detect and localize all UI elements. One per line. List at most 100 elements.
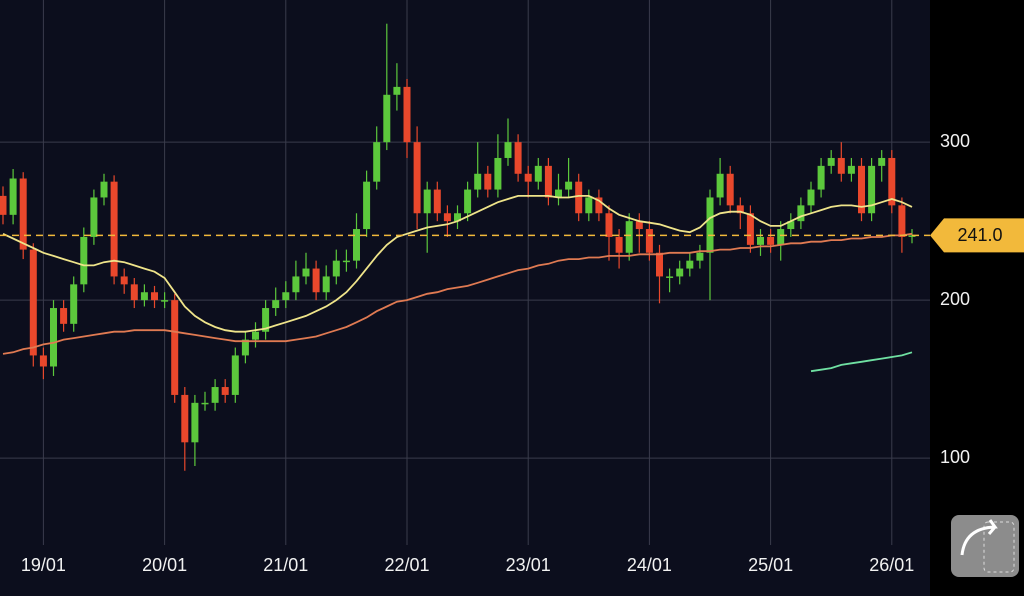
x-tick-label: 22/01 bbox=[384, 555, 429, 575]
candle-body bbox=[252, 331, 259, 340]
candle-body bbox=[302, 268, 310, 277]
candle-body bbox=[797, 205, 805, 222]
candle-body bbox=[878, 157, 886, 166]
candle-body bbox=[383, 94, 391, 143]
candle-body bbox=[0, 195, 7, 215]
candle-body bbox=[777, 229, 785, 245]
candle-body bbox=[110, 181, 118, 277]
candle-body bbox=[837, 157, 845, 174]
candle-body bbox=[696, 252, 704, 261]
candle-body bbox=[70, 284, 78, 324]
button-arrow[interactable] bbox=[960, 519, 998, 556]
button-icon[interactable] bbox=[983, 521, 1015, 573]
candle-body bbox=[746, 213, 754, 245]
candle-body bbox=[151, 292, 158, 301]
candle-body bbox=[100, 181, 108, 198]
candle-body bbox=[181, 394, 189, 443]
y-tick-label: 300 bbox=[940, 131, 970, 151]
candle-body bbox=[544, 165, 552, 198]
candle-body bbox=[211, 387, 219, 403]
candle-body bbox=[736, 205, 744, 214]
candle-body bbox=[140, 292, 148, 301]
rotate-button[interactable] bbox=[951, 515, 1019, 577]
candle-body bbox=[605, 213, 613, 237]
candle-body bbox=[474, 173, 482, 190]
candle-body bbox=[282, 292, 290, 301]
indicator-line bbox=[2, 195, 913, 333]
candle-body bbox=[19, 178, 27, 250]
candle-body bbox=[292, 276, 300, 293]
candle-body bbox=[807, 189, 815, 206]
candle-body bbox=[898, 205, 906, 237]
candle-body bbox=[484, 173, 492, 190]
y-tick-label: 200 bbox=[940, 289, 970, 309]
candle-body bbox=[403, 86, 411, 143]
candle-body bbox=[201, 402, 209, 405]
candle-body bbox=[433, 189, 441, 214]
candle-body bbox=[494, 157, 502, 190]
indicator-line bbox=[810, 351, 913, 373]
candle-body bbox=[171, 300, 179, 395]
candle-body bbox=[241, 339, 249, 356]
last-price-label: 241.0 bbox=[957, 225, 1002, 245]
candle-body bbox=[353, 229, 360, 261]
candle-body bbox=[676, 268, 684, 277]
candle-body bbox=[757, 236, 764, 245]
candle-body bbox=[120, 276, 128, 285]
candle-body bbox=[635, 221, 643, 230]
candle-body bbox=[413, 142, 421, 214]
candle-body bbox=[666, 276, 674, 278]
candle-body bbox=[272, 300, 280, 309]
button-bg[interactable] bbox=[951, 515, 1019, 577]
candle-body bbox=[504, 142, 512, 158]
candle-body bbox=[29, 249, 37, 356]
candle-body bbox=[585, 197, 593, 214]
y-tick-label: 100 bbox=[940, 447, 970, 467]
candle-body bbox=[595, 197, 603, 214]
candle-body bbox=[817, 165, 825, 190]
candle-body bbox=[847, 165, 855, 174]
x-tick-label: 25/01 bbox=[748, 555, 793, 575]
x-tick-label: 20/01 bbox=[142, 555, 187, 575]
candle-body bbox=[908, 235, 916, 237]
candle-body bbox=[767, 236, 775, 245]
x-tick-label: 21/01 bbox=[263, 555, 308, 575]
candle-body bbox=[312, 268, 320, 293]
candle-body bbox=[565, 181, 573, 190]
candle-body bbox=[373, 142, 381, 182]
candle-body bbox=[534, 165, 542, 182]
last-price-tag bbox=[930, 218, 1024, 253]
candle-body bbox=[726, 173, 734, 206]
candle-body bbox=[231, 355, 239, 395]
candle-body bbox=[575, 181, 583, 214]
axis-panel bbox=[930, 0, 1024, 596]
candle-body bbox=[514, 142, 522, 174]
candle-body bbox=[524, 173, 532, 182]
candle-body bbox=[464, 189, 472, 214]
candle-body bbox=[656, 252, 663, 277]
candle-body bbox=[221, 387, 229, 395]
candle-body bbox=[625, 221, 633, 253]
x-tick-label: 24/01 bbox=[627, 555, 672, 575]
candle-body bbox=[262, 308, 270, 332]
candle-body bbox=[130, 284, 138, 301]
candle-body bbox=[423, 189, 431, 214]
candle-body bbox=[60, 308, 68, 324]
candle-body bbox=[191, 402, 199, 443]
candle-body bbox=[645, 229, 653, 253]
candle-body bbox=[393, 86, 401, 95]
candle-body bbox=[9, 178, 17, 215]
x-tick-label: 23/01 bbox=[506, 555, 551, 575]
candle-body bbox=[787, 221, 795, 230]
candle-body bbox=[454, 213, 461, 222]
candle-body bbox=[706, 197, 714, 253]
candle-body bbox=[80, 236, 88, 285]
candle-body bbox=[39, 355, 47, 367]
candle-body bbox=[615, 236, 623, 253]
x-tick-label: 26/01 bbox=[869, 555, 914, 575]
indicator-line bbox=[2, 232, 913, 355]
candle-body bbox=[858, 165, 865, 214]
candle-body bbox=[827, 157, 835, 166]
candle-body bbox=[555, 189, 562, 198]
